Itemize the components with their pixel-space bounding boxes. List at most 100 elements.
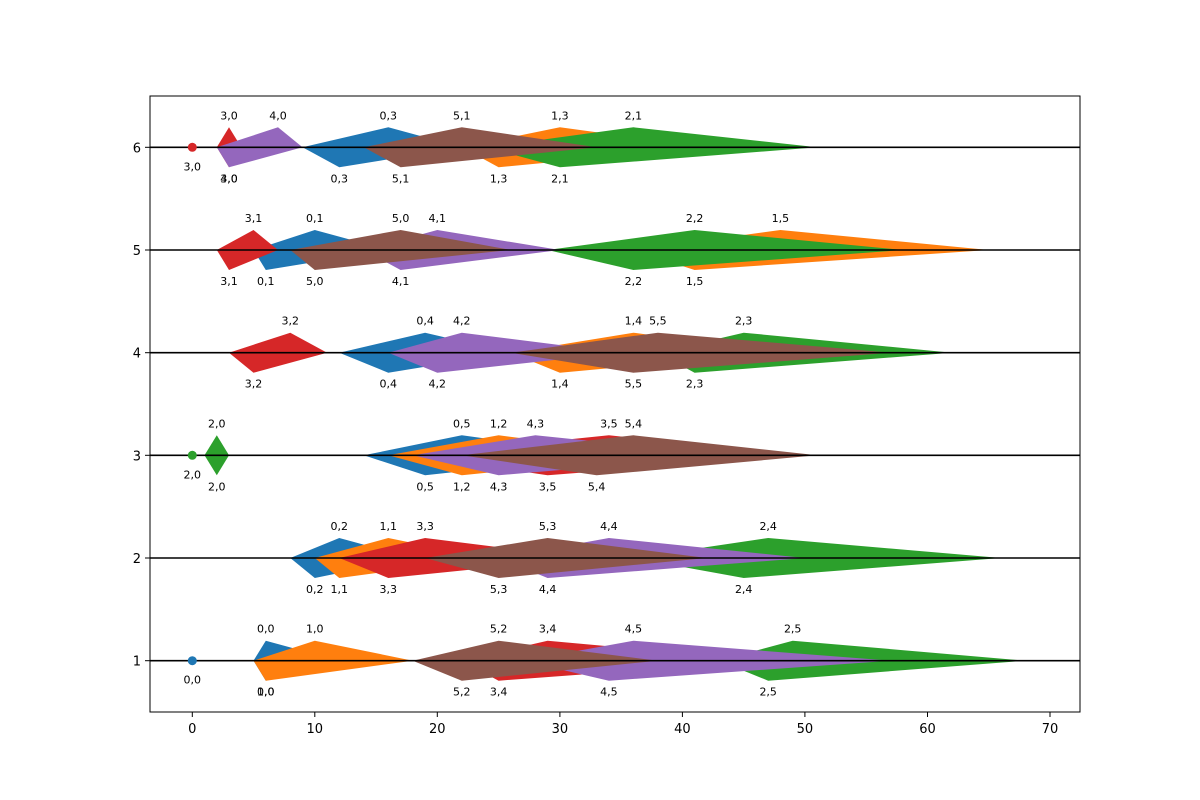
y-tick-label: 6 — [133, 141, 141, 156]
shape-label-above: 1,3 — [551, 109, 569, 122]
shape-label-above: 2,4 — [759, 520, 777, 533]
shape-label-above: 4,4 — [600, 520, 618, 533]
shape-label-below: 5,1 — [392, 172, 410, 185]
y-tick-label: 1 — [133, 655, 141, 670]
shape-label-above: 0,0 — [257, 623, 275, 636]
start-marker — [187, 450, 197, 460]
marker-label: 2,0 — [184, 468, 202, 481]
shape-label-above: 4,1 — [429, 212, 447, 225]
shape-label-below: 0,0 — [257, 686, 275, 699]
shape-label-above: 0,5 — [453, 417, 471, 430]
start-marker — [187, 656, 197, 666]
shape-label-above: 4,3 — [527, 417, 545, 430]
shape-label-above: 0,2 — [331, 520, 349, 533]
shape-label-below: 3,3 — [380, 583, 398, 596]
shape-label-above: 5,2 — [490, 623, 508, 636]
shape-label-above: 3,3 — [416, 520, 434, 533]
shape-label-below: 4,4 — [539, 583, 557, 596]
y-tick-label: 2 — [133, 552, 141, 567]
shape-label-below: 4,3 — [490, 480, 508, 493]
shape-label-below: 2,4 — [735, 583, 753, 596]
shape-label-above: 1,5 — [772, 212, 790, 225]
shape-label-above: 4,5 — [625, 623, 643, 636]
y-axis: 1 2 3 4 5 6 — [133, 141, 150, 670]
marker-label: 3,0 — [184, 160, 202, 173]
shape-label-below: 4,0 — [220, 172, 238, 185]
x-tick-label: 50 — [797, 722, 814, 737]
shape-label-above: 0,3 — [380, 109, 398, 122]
reference-lines — [150, 146, 1080, 662]
shape-label-above: 1,4 — [625, 315, 643, 328]
y-tick-label: 3 — [133, 449, 141, 464]
shape-label-below: 1,1 — [331, 583, 349, 596]
shape-label-above: 3,4 — [539, 623, 557, 636]
shape-label-above: 1,1 — [380, 520, 398, 533]
shape-label-below: 0,4 — [380, 378, 398, 391]
shape-label-above: 2,5 — [784, 623, 802, 636]
shape-label-above: 3,2 — [282, 315, 300, 328]
x-tick-label: 70 — [1042, 722, 1059, 737]
x-tick-label: 0 — [188, 722, 196, 737]
shape-label-below: 0,3 — [331, 172, 349, 185]
shape-label-below: 4,1 — [392, 275, 410, 288]
annotations-layer: 2,52,53,43,44,54,55,25,20,00,01,01,00,20… — [184, 109, 802, 698]
shape-label-above: 5,5 — [649, 315, 667, 328]
plot-frame — [149, 95, 1081, 713]
shape-label-below: 0,5 — [416, 480, 434, 493]
x-tick-label: 10 — [307, 722, 324, 737]
shape-label-below: 5,3 — [490, 583, 508, 596]
markers-layer — [187, 142, 197, 666]
shape-label-below: 3,0 — [220, 172, 238, 185]
shape-label-above: 2,0 — [208, 417, 226, 430]
shape-label-below: 2,3 — [686, 378, 704, 391]
shape-label-above: 2,1 — [625, 109, 643, 122]
x-tick-label: 20 — [429, 722, 446, 737]
shape-label-above: 3,0 — [220, 109, 238, 122]
shape-label-below: 1,5 — [686, 275, 704, 288]
shape-label-above: 3,5 — [600, 417, 618, 430]
shape-label-below: 3,1 — [220, 275, 238, 288]
y-tick-label: 4 — [133, 347, 141, 362]
shape-label-above: 4,2 — [453, 315, 471, 328]
shape-label-below: 3,4 — [490, 686, 508, 699]
shape-label-above: 1,0 — [306, 623, 324, 636]
shape-label-above: 0,4 — [416, 315, 434, 328]
x-tick-label: 40 — [674, 722, 691, 737]
shape-label-below: 5,5 — [625, 378, 643, 391]
x-tick-label: 30 — [552, 722, 569, 737]
shape-label-above: 5,3 — [539, 520, 557, 533]
x-tick-label: 60 — [919, 722, 936, 737]
x-axis: 0 10 20 30 40 50 60 70 — [188, 712, 1058, 737]
shape-label-above: 3,1 — [245, 212, 263, 225]
shape-label-above: 0,1 — [306, 212, 324, 225]
shape-label-above: 5,1 — [453, 109, 471, 122]
shape-label-below: 2,5 — [759, 686, 777, 699]
shape-label-above: 2,3 — [735, 315, 753, 328]
shape-label-below: 1,4 — [551, 378, 569, 391]
shape-label-below: 4,5 — [600, 686, 618, 699]
shape-label-above: 4,0 — [269, 109, 287, 122]
shape-label-below: 3,2 — [245, 378, 263, 391]
shape-label-below: 2,2 — [625, 275, 643, 288]
shape-label-below: 1,2 — [453, 480, 471, 493]
shape-label-above: 5,4 — [625, 417, 643, 430]
shape-label-below: 1,0 — [257, 686, 275, 699]
shape-label-below: 5,2 — [453, 686, 471, 699]
start-marker — [187, 142, 197, 152]
shape-label-below: 5,0 — [306, 275, 324, 288]
shape-label-below: 0,2 — [306, 583, 324, 596]
shape-label-above: 2,2 — [686, 212, 704, 225]
shape-label-above: 1,2 — [490, 417, 508, 430]
shape-label-below: 4,2 — [429, 378, 447, 391]
shape-label-below: 1,3 — [490, 172, 508, 185]
shape-label-below: 2,1 — [551, 172, 569, 185]
shape-label-below: 3,5 — [539, 480, 557, 493]
shape-label-below: 2,0 — [208, 480, 226, 493]
marker-label: 0,0 — [184, 674, 202, 687]
shape-label-below: 0,1 — [257, 275, 275, 288]
y-tick-label: 5 — [133, 244, 141, 259]
shape-label-below: 5,4 — [588, 480, 606, 493]
shape-label-above: 5,0 — [392, 212, 410, 225]
